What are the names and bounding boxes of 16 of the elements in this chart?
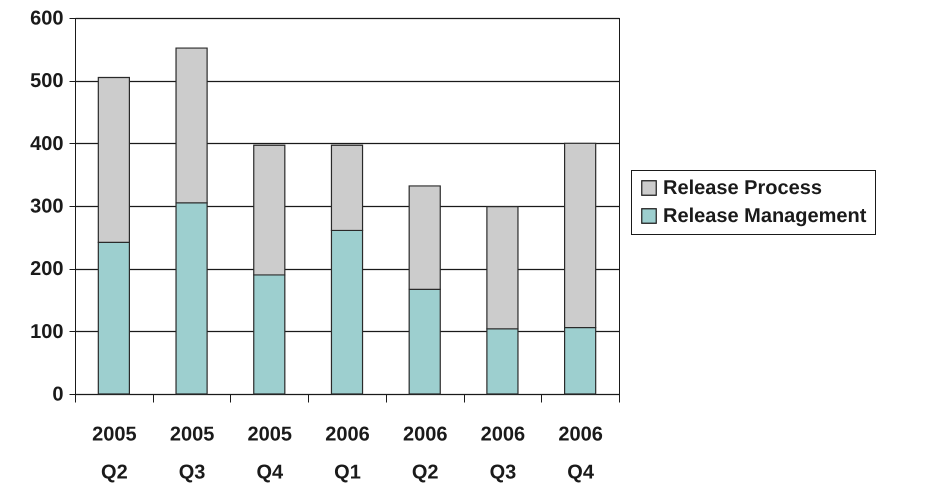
y-tick-label: 100 [30, 320, 64, 343]
x-tick-label: 2006 Q2 [402, 424, 448, 484]
x-tick-label: 2005 Q4 [248, 424, 292, 484]
y-tick-label: 0 [52, 384, 64, 406]
x-tick-label: 2006 Q4 [558, 424, 603, 484]
x-tick-label: 2006 Q3 [480, 424, 526, 484]
legend-label: Release Process [663, 177, 822, 199]
x-tick-label: 2006 Q1 [325, 424, 370, 484]
y-tick-label: 300 [30, 196, 64, 218]
y-tick-label: 500 [30, 70, 64, 92]
x-tick-label: 2005 Q2 [92, 424, 137, 484]
y-tick-label: 400 [30, 132, 64, 155]
y-tick-label: 600 [30, 8, 64, 30]
y-tick-label: 200 [30, 258, 64, 280]
legend-label: Release Management [663, 205, 867, 227]
x-tick-label: 2005 Q3 [170, 424, 214, 484]
